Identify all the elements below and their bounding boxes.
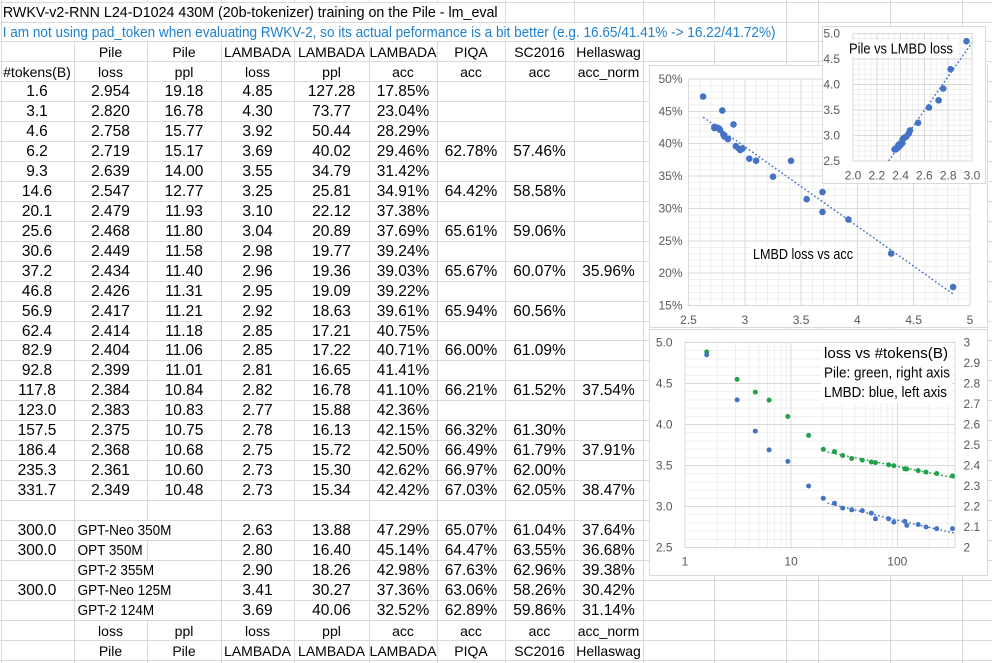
svg-text:15%: 15% [658, 299, 682, 313]
svg-text:4.5: 4.5 [905, 313, 922, 327]
svg-text:2.6: 2.6 [964, 418, 981, 432]
svg-text:LMBD loss vs acc: LMBD loss vs acc [753, 246, 853, 263]
svg-text:2.5: 2.5 [656, 541, 673, 555]
svg-text:3: 3 [741, 313, 748, 327]
svg-text:2.4: 2.4 [964, 459, 981, 473]
svg-text:10: 10 [784, 555, 798, 569]
svg-text:3.0: 3.0 [823, 129, 840, 143]
svg-text:2.4: 2.4 [892, 169, 909, 183]
svg-text:1: 1 [682, 555, 689, 569]
svg-text:3.5: 3.5 [656, 459, 673, 473]
svg-text:3: 3 [964, 336, 971, 350]
svg-text:2.8: 2.8 [964, 377, 981, 391]
svg-text:2.1: 2.1 [964, 520, 981, 534]
svg-text:25%: 25% [658, 234, 682, 248]
svg-text:4: 4 [854, 313, 861, 327]
svg-text:50%: 50% [658, 72, 682, 86]
svg-text:40%: 40% [658, 137, 682, 151]
svg-text:2.9: 2.9 [964, 356, 981, 370]
svg-text:100: 100 [887, 555, 907, 569]
svg-text:2.2: 2.2 [868, 169, 885, 183]
svg-text:3.5: 3.5 [823, 103, 840, 117]
svg-text:2.7: 2.7 [964, 397, 981, 411]
svg-text:2.5: 2.5 [823, 154, 840, 168]
svg-text:2.6: 2.6 [916, 169, 933, 183]
svg-text:5.0: 5.0 [823, 27, 840, 41]
svg-text:5: 5 [967, 313, 974, 327]
svg-text:3.0: 3.0 [964, 169, 981, 183]
svg-text:4.0: 4.0 [656, 418, 673, 432]
svg-text:2.0: 2.0 [845, 169, 862, 183]
svg-text:35%: 35% [658, 169, 682, 183]
svg-text:4.5: 4.5 [656, 377, 673, 391]
svg-text:2.3: 2.3 [964, 479, 981, 493]
svg-text:3.0: 3.0 [656, 500, 673, 514]
svg-text:4.0: 4.0 [823, 78, 840, 92]
svg-text:5.0: 5.0 [656, 336, 673, 350]
svg-text:2: 2 [964, 541, 971, 555]
svg-text:2.5: 2.5 [964, 438, 981, 452]
svg-text:loss vs #tokens(B): loss vs #tokens(B) [824, 345, 948, 362]
svg-text:2.5: 2.5 [680, 313, 697, 327]
svg-text:LMBD: blue, left axis: LMBD: blue, left axis [824, 384, 947, 401]
svg-text:Pile vs LMBD loss: Pile vs LMBD loss [849, 41, 953, 58]
svg-text:2.8: 2.8 [940, 169, 957, 183]
svg-text:30%: 30% [658, 201, 682, 215]
svg-text:45%: 45% [658, 104, 682, 118]
svg-text:4.5: 4.5 [823, 52, 840, 66]
svg-text:2.2: 2.2 [964, 500, 981, 514]
svg-text:3.5: 3.5 [793, 313, 810, 327]
svg-text:Pile: green, right axis: Pile: green, right axis [824, 365, 950, 382]
svg-text:20%: 20% [658, 266, 682, 280]
